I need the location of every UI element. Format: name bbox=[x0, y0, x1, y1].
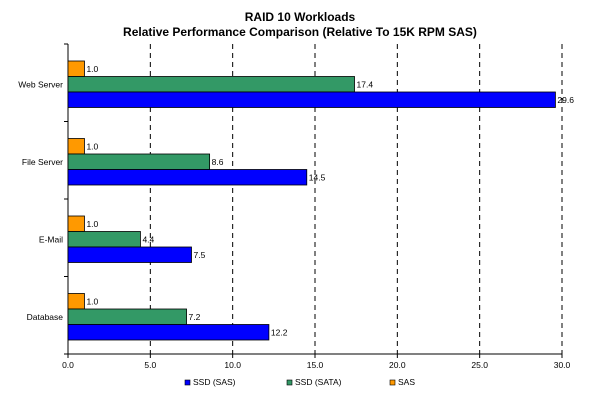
legend-label: SSD (SAS) bbox=[193, 377, 236, 387]
bar-ssd-sata bbox=[67, 153, 211, 170]
data-label: 1.0 bbox=[86, 219, 98, 229]
title-line: RAID 10 Workloads bbox=[244, 10, 356, 24]
data-label: 4.4 bbox=[142, 234, 154, 244]
category-label: File Server bbox=[22, 157, 63, 167]
legend-label: SSD (SATA) bbox=[295, 377, 342, 387]
bar-ssd-sata bbox=[67, 308, 187, 325]
bar-sas bbox=[67, 293, 85, 310]
data-label: 1.0 bbox=[86, 64, 98, 74]
category-label: E-Mail bbox=[39, 234, 63, 244]
bar-sas bbox=[67, 138, 85, 155]
bar-ssd-sas bbox=[67, 246, 192, 263]
data-label: 14.5 bbox=[309, 172, 326, 182]
data-label: 1.0 bbox=[86, 141, 98, 151]
bar-sas bbox=[67, 215, 85, 232]
bar-sas bbox=[67, 60, 85, 77]
data-label: 17.4 bbox=[357, 79, 374, 89]
data-label: 1.0 bbox=[86, 296, 98, 306]
x-tick-label: 10.0 bbox=[224, 360, 241, 370]
bar-ssd-sata bbox=[67, 76, 355, 93]
chart-title: RAID 10 Workloads Relative Performance C… bbox=[0, 10, 600, 40]
x-tick-label: 0.0 bbox=[62, 360, 74, 370]
data-label: 7.5 bbox=[194, 250, 206, 260]
bar-ssd-sas bbox=[67, 324, 270, 341]
x-tick-label: 20.0 bbox=[389, 360, 406, 370]
data-label: 8.6 bbox=[212, 157, 224, 167]
legend-swatch bbox=[389, 379, 396, 386]
data-label: 12.2 bbox=[271, 327, 288, 337]
bar-ssd-sata bbox=[67, 231, 141, 248]
bar-ssd-sas bbox=[67, 91, 556, 108]
data-label: 7.2 bbox=[189, 312, 201, 322]
category-label: Web Server bbox=[18, 79, 63, 89]
x-tick-label: 30.0 bbox=[554, 360, 571, 370]
x-tick-label: 15.0 bbox=[307, 360, 324, 370]
legend-swatch bbox=[184, 379, 191, 386]
legend-swatch bbox=[286, 379, 293, 386]
subtitle-line: Relative Performance Comparison (Relativ… bbox=[123, 25, 477, 39]
category-label: Database bbox=[27, 312, 64, 322]
x-tick-label: 5.0 bbox=[144, 360, 156, 370]
legend-label: SAS bbox=[398, 377, 415, 387]
data-label: 29.6 bbox=[557, 95, 574, 105]
x-tick-label: 25.0 bbox=[471, 360, 488, 370]
bar-ssd-sas bbox=[67, 169, 308, 186]
